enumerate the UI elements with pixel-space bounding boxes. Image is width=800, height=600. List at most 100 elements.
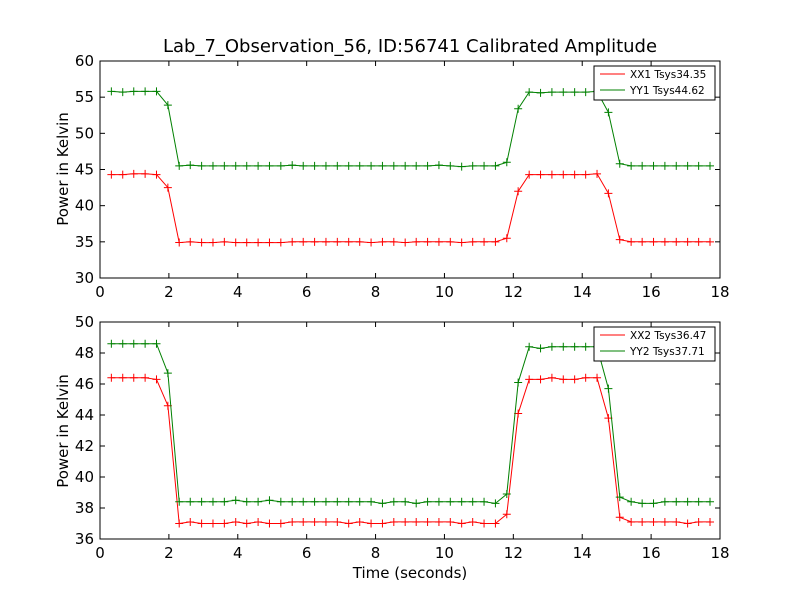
- data-point-marker: [412, 237, 421, 246]
- y-tick-label: 45: [75, 161, 94, 179]
- data-point-marker: [355, 517, 364, 526]
- y-tick-label: 46: [75, 375, 94, 393]
- data-point-marker: [491, 237, 500, 246]
- x-tick-label: 4: [233, 283, 243, 301]
- x-tick-label: 10: [435, 544, 454, 562]
- data-point-marker: [389, 517, 398, 526]
- data-point-marker: [310, 497, 319, 506]
- data-point-marker: [706, 161, 715, 170]
- data-point-marker: [694, 237, 703, 246]
- data-point-marker: [604, 189, 613, 198]
- data-point-marker: [401, 497, 410, 506]
- data-point-marker: [152, 170, 161, 179]
- data-point-marker: [276, 161, 285, 170]
- data-point-marker: [129, 169, 138, 178]
- data-point-marker: [570, 170, 579, 179]
- data-point-marker: [468, 161, 477, 170]
- data-point-marker: [581, 88, 590, 97]
- data-point-marker: [412, 161, 421, 170]
- top-series-group: [107, 87, 715, 247]
- data-point-marker: [457, 238, 466, 247]
- data-point-marker: [706, 497, 715, 506]
- data-point-marker: [152, 375, 161, 384]
- data-point-marker: [683, 237, 692, 246]
- data-point-marker: [694, 517, 703, 526]
- x-tick-label: 14: [573, 283, 592, 301]
- bottom-y-axis-label: Power in Kelvin: [54, 374, 72, 488]
- x-tick-label: 12: [504, 283, 523, 301]
- data-point-marker: [457, 519, 466, 528]
- data-point-marker: [276, 238, 285, 247]
- data-point-marker: [660, 237, 669, 246]
- x-tick-label: 8: [371, 283, 381, 301]
- data-point-marker: [299, 517, 308, 526]
- data-point-marker: [208, 519, 217, 528]
- data-point-marker: [627, 497, 636, 506]
- data-point-marker: [525, 170, 534, 179]
- data-point-marker: [321, 237, 330, 246]
- data-point-marker: [208, 161, 217, 170]
- x-tick-label: 6: [302, 283, 312, 301]
- data-point-marker: [242, 238, 251, 247]
- data-point-marker: [333, 497, 342, 506]
- data-point-marker: [514, 378, 523, 387]
- chart-title: Lab_7_Observation_56, ID:56741 Calibrate…: [163, 36, 657, 57]
- data-point-marker: [446, 161, 455, 170]
- data-point-marker: [186, 517, 195, 526]
- data-point-marker: [434, 161, 443, 170]
- data-point-marker: [118, 373, 127, 382]
- data-point-marker: [401, 517, 410, 526]
- data-point-marker: [355, 497, 364, 506]
- data-point-marker: [163, 183, 172, 192]
- data-point-marker: [694, 497, 703, 506]
- top-legend: XX1 Tsys34.35 YY1 Tsys44.62: [593, 65, 716, 101]
- top-axis-ticks: 0 2 4 6 8 10 12 14 16 18 30 35 40 45 50 55 60: [75, 52, 730, 301]
- data-point-marker: [299, 497, 308, 506]
- y-tick-label: 40: [75, 468, 94, 486]
- data-point-marker: [141, 169, 150, 178]
- x-tick-label: 16: [642, 544, 661, 562]
- data-point-marker: [536, 88, 545, 97]
- data-point-marker: [265, 161, 274, 170]
- data-point-marker: [231, 496, 240, 505]
- data-point-marker: [175, 161, 184, 170]
- data-point-marker: [118, 88, 127, 97]
- data-point-marker: [559, 375, 568, 384]
- y-tick-label: 60: [75, 52, 94, 70]
- y-tick-label: 40: [75, 197, 94, 215]
- data-point-marker: [525, 375, 534, 384]
- data-point-marker: [491, 519, 500, 528]
- bottom-legend: XX2 Tsys36.47 YY2 Tsys37.71: [593, 326, 716, 362]
- data-point-marker: [627, 161, 636, 170]
- data-point-marker: [615, 493, 624, 502]
- data-point-marker: [559, 342, 568, 351]
- data-point-marker: [581, 342, 590, 351]
- data-point-marker: [254, 161, 263, 170]
- data-point-marker: [672, 161, 681, 170]
- data-point-marker: [129, 87, 138, 96]
- data-point-marker: [480, 519, 489, 528]
- bottom-series-group: [107, 339, 715, 528]
- data-point-marker: [457, 497, 466, 506]
- data-point-marker: [163, 101, 172, 110]
- data-point-marker: [706, 237, 715, 246]
- data-point-marker: [401, 238, 410, 247]
- data-point-marker: [321, 161, 330, 170]
- data-point-marker: [547, 342, 556, 351]
- data-point-marker: [423, 497, 432, 506]
- data-point-marker: [525, 342, 534, 351]
- data-point-marker: [310, 517, 319, 526]
- data-point-marker: [367, 161, 376, 170]
- data-point-marker: [604, 108, 613, 117]
- data-point-marker: [502, 234, 511, 243]
- data-point-marker: [107, 170, 116, 179]
- data-point-marker: [242, 161, 251, 170]
- legend-label-xx1: XX1 Tsys34.35: [630, 69, 706, 81]
- x-tick-label: 4: [233, 544, 243, 562]
- y-tick-label: 50: [75, 313, 94, 331]
- data-point-marker: [197, 497, 206, 506]
- top-panel: 0 2 4 6 8 10 12 14 16 18 30 35 40 45 50 55 60 Power in K…: [54, 52, 730, 301]
- data-point-marker: [276, 497, 285, 506]
